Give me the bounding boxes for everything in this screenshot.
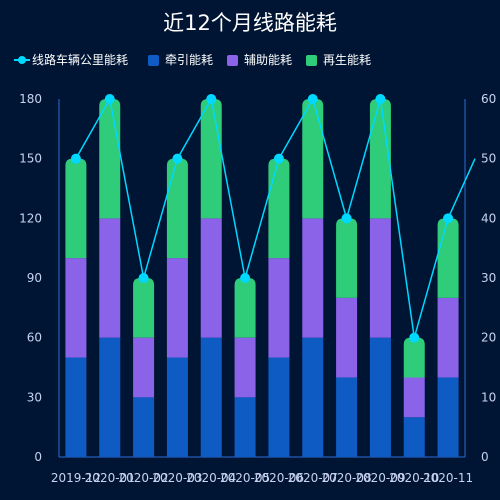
bar-segment[interactable] (369, 337, 391, 457)
chart-title: 近12个月线路能耗 (163, 11, 337, 35)
right-tick-label: 60 (481, 92, 496, 106)
line-point[interactable] (375, 94, 386, 104)
legend-swatch (148, 55, 159, 66)
bar-segment[interactable] (65, 357, 87, 457)
x-tick-label: 2020-02 (119, 471, 169, 485)
bar-segment[interactable] (99, 337, 121, 457)
left-tick-label: 120 (19, 211, 42, 225)
bar-segment[interactable] (403, 337, 425, 378)
left-tick-label: 90 (27, 271, 42, 285)
x-tick-label: 2020-01 (85, 471, 135, 485)
bar-segment[interactable] (65, 158, 87, 259)
bar-segment[interactable] (200, 218, 222, 338)
bar-segment[interactable] (65, 258, 87, 358)
line-point[interactable] (273, 153, 284, 164)
bar-segment[interactable] (234, 337, 256, 398)
right-tick-label: 30 (481, 271, 496, 285)
bar-segment[interactable] (166, 357, 188, 457)
bar-segment[interactable] (200, 337, 222, 457)
bar-segment[interactable] (302, 337, 324, 457)
bar-segment[interactable] (403, 377, 425, 418)
bar-segment[interactable] (302, 218, 324, 338)
bar-segment[interactable] (234, 397, 256, 457)
legend-label: 辅助能耗 (244, 53, 292, 67)
legend-swatch (227, 55, 238, 66)
x-tick-label: 2020-07 (288, 471, 338, 485)
x-tick-label: 2020-08 (322, 471, 372, 485)
bar-segment[interactable] (336, 377, 358, 457)
line-series (70, 94, 476, 343)
right-tick-label: 50 (481, 152, 496, 166)
line-point[interactable] (138, 273, 149, 283)
bar-segment[interactable] (437, 297, 459, 378)
bar-segment[interactable] (268, 258, 290, 358)
chart-legend[interactable]: 线路车辆公里能耗 牵引能耗 辅助能耗 再生能耗 (14, 52, 371, 67)
bar-segment[interactable] (133, 278, 155, 338)
bar-segment[interactable] (99, 99, 121, 219)
line-point[interactable] (409, 332, 420, 343)
right-tick-label: 40 (481, 211, 496, 225)
legend-swatch (306, 55, 317, 66)
legend-item[interactable]: 牵引能耗 (148, 53, 213, 67)
bar-segment[interactable] (336, 218, 358, 298)
bar-segment[interactable] (133, 337, 155, 398)
legend-item[interactable]: 再生能耗 (306, 53, 371, 67)
x-tick-label: 2020-10 (389, 471, 439, 485)
legend-item[interactable]: 线路车辆公里能耗 (14, 52, 128, 67)
legend-label: 牵引能耗 (165, 53, 213, 67)
bar-group (65, 99, 459, 457)
legend-item[interactable]: 辅助能耗 (227, 53, 292, 67)
left-tick-label: 0 (34, 450, 42, 464)
bar-segment[interactable] (268, 357, 290, 457)
x-tick-label: 2019-12 (51, 471, 101, 485)
line-point[interactable] (341, 213, 352, 224)
bar-segment[interactable] (200, 99, 222, 219)
line-point[interactable] (104, 94, 115, 104)
line-point[interactable] (307, 94, 318, 104)
x-tick-label: 2020-04 (186, 471, 236, 485)
left-tick-label: 180 (19, 92, 42, 106)
line-point[interactable] (206, 94, 217, 104)
line-point[interactable] (70, 153, 81, 164)
legend-label: 再生能耗 (323, 53, 371, 67)
bar-segment[interactable] (437, 377, 459, 457)
bar-segment[interactable] (403, 417, 425, 457)
line-point[interactable] (172, 153, 183, 164)
bar-segment[interactable] (99, 218, 121, 338)
x-tick-label: 2020-09 (355, 471, 405, 485)
bar-segment[interactable] (166, 258, 188, 358)
bar-segment[interactable] (302, 99, 324, 219)
left-tick-label: 30 (27, 390, 42, 404)
line-point[interactable] (240, 273, 251, 283)
bar-segment[interactable] (369, 99, 391, 219)
bar-segment[interactable] (437, 218, 459, 298)
left-tick-label: 60 (27, 331, 42, 345)
right-tick-label: 0 (481, 450, 489, 464)
x-tick-label: 2020-06 (254, 471, 304, 485)
x-tick-label: 2020-11 (423, 471, 473, 485)
bar-segment[interactable] (369, 218, 391, 338)
legend-label: 线路车辆公里能耗 (32, 52, 128, 67)
legend-marker-swatch (18, 56, 26, 64)
line-point[interactable] (443, 213, 454, 224)
x-axis-labels: 2019-122020-012020-022020-032020-042020-… (51, 471, 473, 485)
bar-segment[interactable] (166, 158, 188, 259)
left-tick-label: 150 (19, 152, 42, 166)
x-tick-label: 2020-03 (152, 471, 202, 485)
x-tick-label: 2020-05 (220, 471, 270, 485)
right-tick-label: 20 (481, 331, 496, 345)
bar-segment[interactable] (336, 297, 358, 378)
chart-axes: 0 30 60 90 120 150 180 0 10 20 30 40 50 60 (19, 92, 496, 464)
bar-segment[interactable] (234, 278, 256, 338)
bar-segment[interactable] (133, 397, 155, 457)
right-tick-label: 10 (481, 390, 496, 404)
bar-segment[interactable] (268, 158, 290, 259)
